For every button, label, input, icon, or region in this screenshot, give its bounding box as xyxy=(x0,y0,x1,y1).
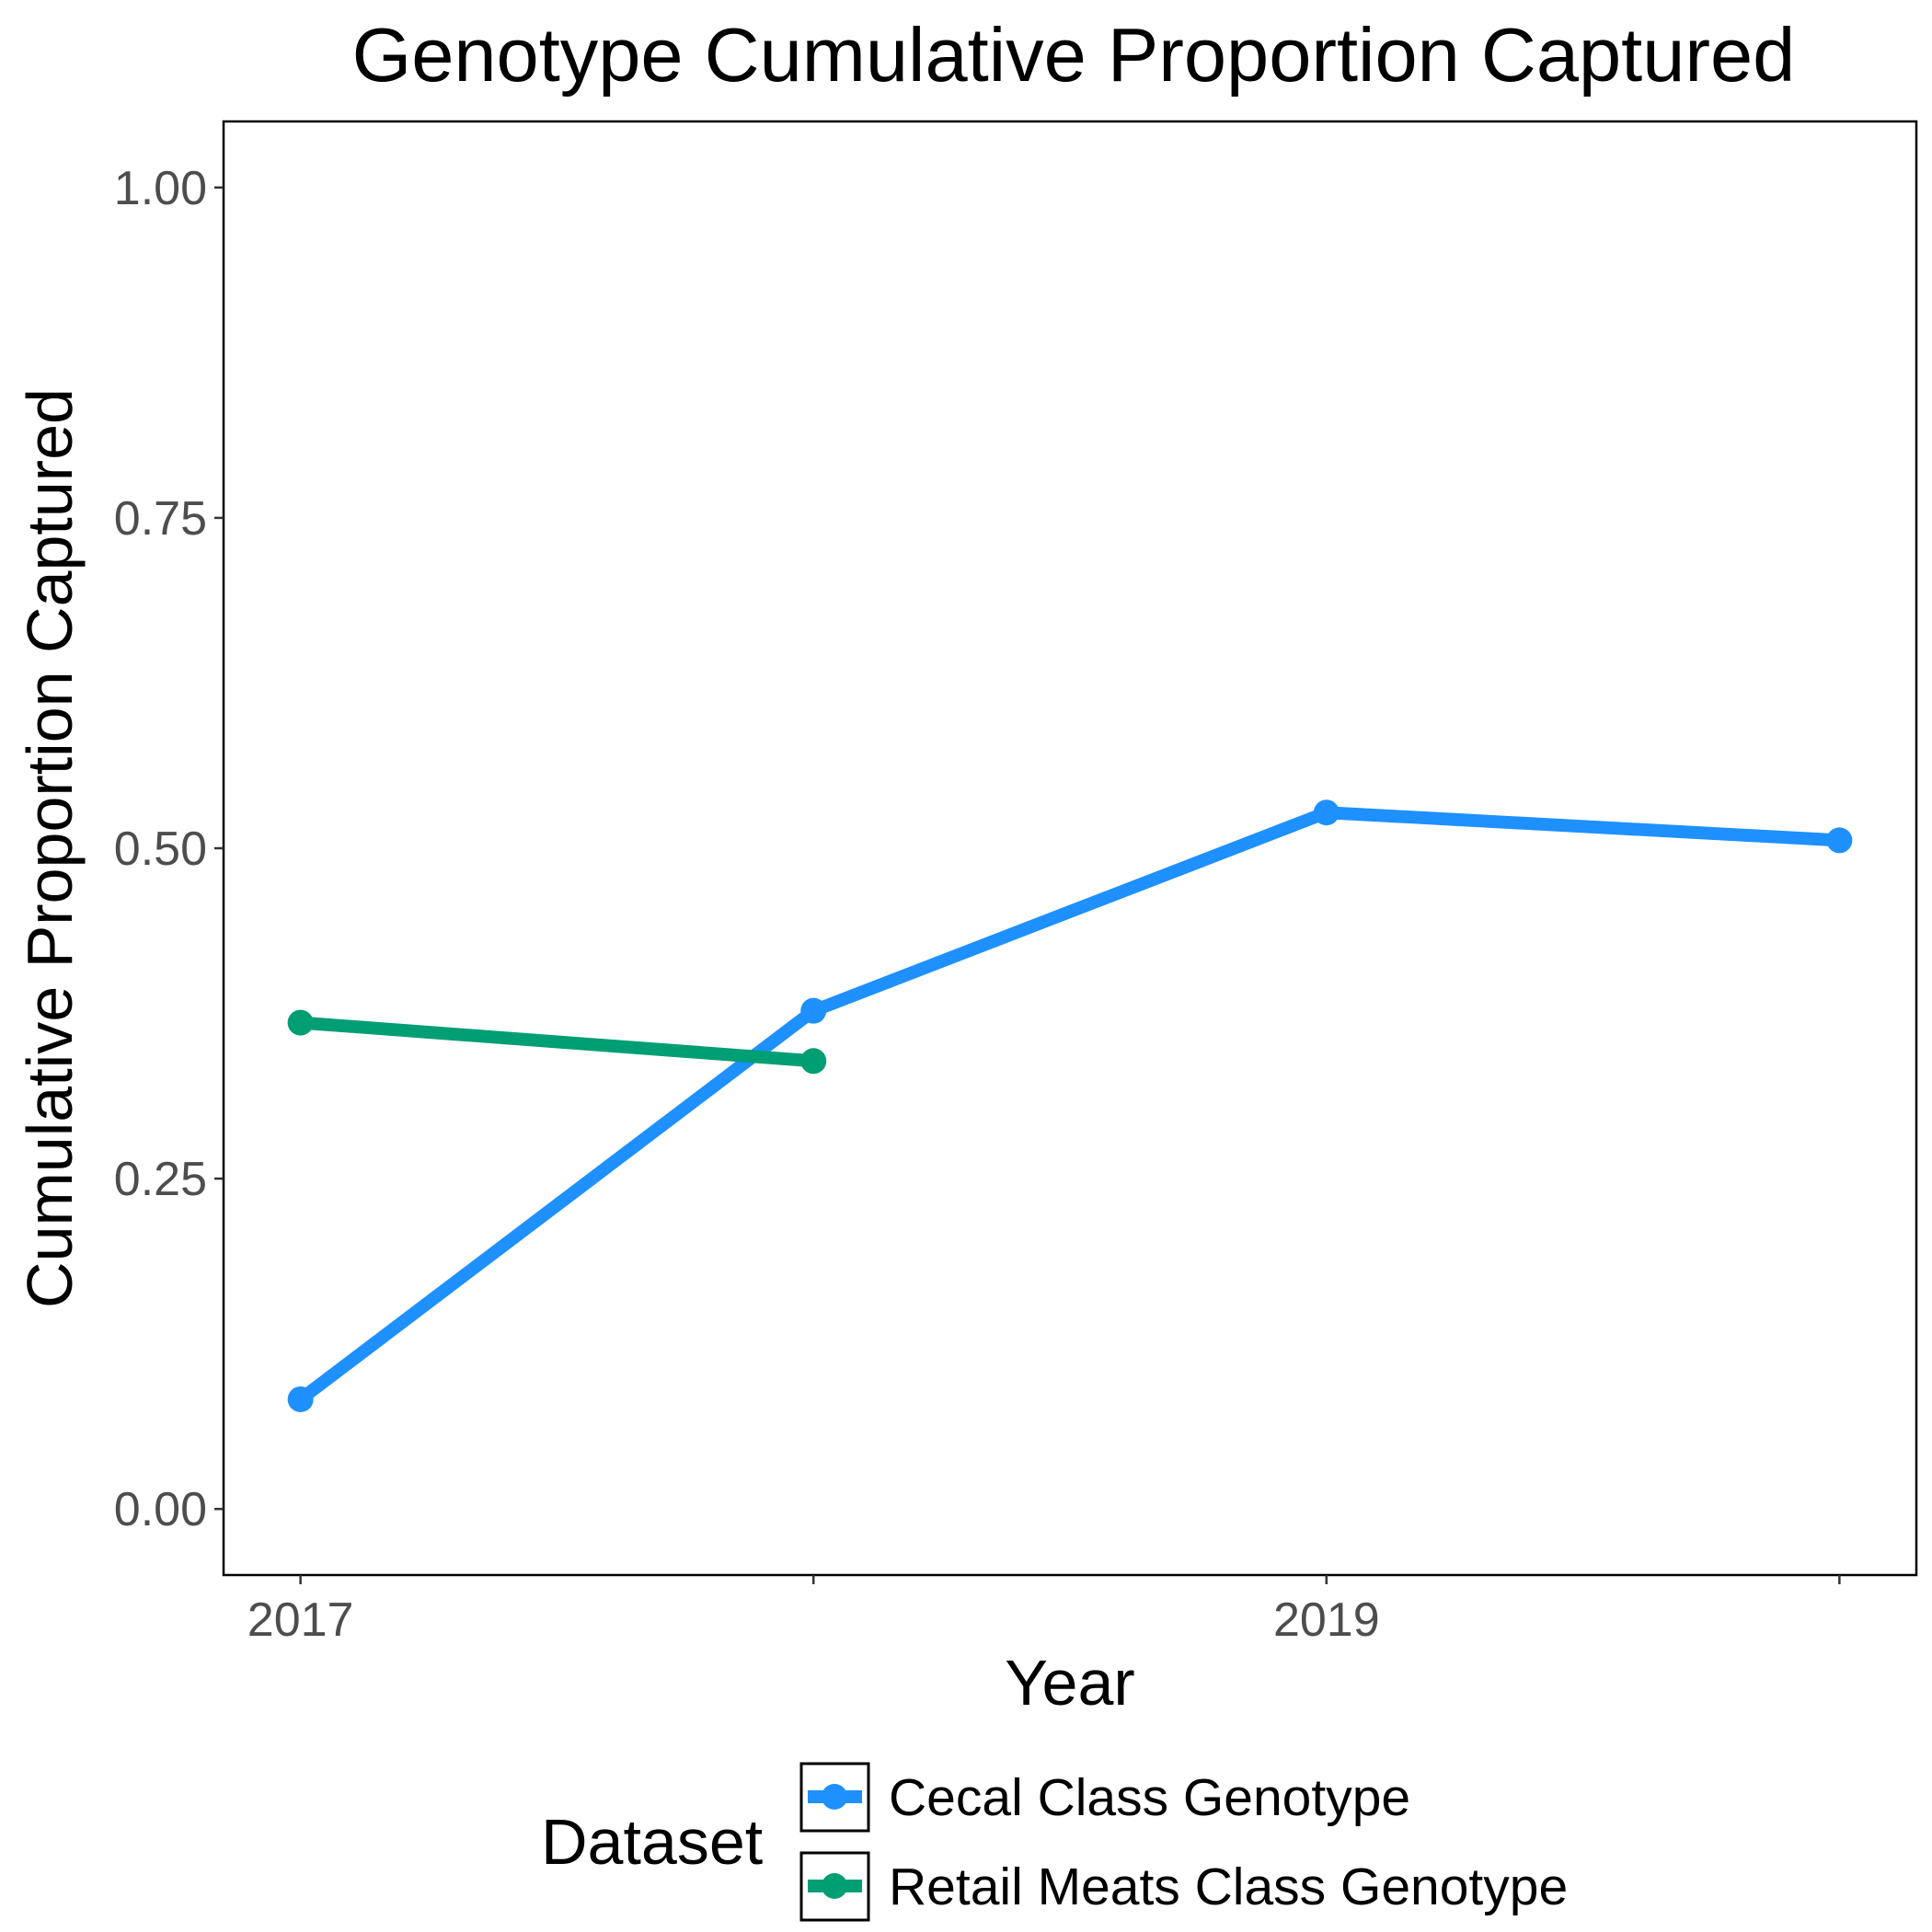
legend-label: Retail Meats Class Genotype xyxy=(889,1857,1568,1916)
y-tick-label: 0.75 xyxy=(114,492,207,546)
chart-title: Genotype Cumulative Proportion Captured xyxy=(352,12,1796,98)
y-tick-label: 0.00 xyxy=(114,1483,207,1536)
y-tick-label: 1.00 xyxy=(114,162,207,215)
y-tick-label: 0.50 xyxy=(114,822,207,876)
legend-key-point xyxy=(822,1784,847,1810)
y-axis-title: Cumulative Proportion Captured xyxy=(14,388,86,1308)
y-axis: 0.00 0.25 0.50 0.75 1.00 xyxy=(114,162,224,1536)
data-point xyxy=(800,997,827,1024)
series-line-1 xyxy=(300,1016,814,1068)
x-tick-label: 2017 xyxy=(247,1593,354,1647)
legend: Dataset Cecal Class Genotype Retail Meats… xyxy=(541,1762,1568,1922)
data-point xyxy=(800,1048,827,1075)
data-point xyxy=(287,1386,314,1412)
y-tick-label: 0.25 xyxy=(114,1153,207,1206)
series-layer xyxy=(287,799,1853,1412)
data-point xyxy=(1313,799,1340,826)
legend-title: Dataset xyxy=(541,1806,763,1878)
legend-key-point xyxy=(822,1873,847,1899)
x-axis: 2017 2019 xyxy=(247,1575,1841,1647)
x-tick-label: 2019 xyxy=(1273,1593,1380,1647)
plot-panel xyxy=(222,120,1918,1577)
legend-label: Cecal Class Genotype xyxy=(889,1768,1410,1827)
data-point xyxy=(1826,827,1853,854)
series-line-0 xyxy=(296,806,1840,1405)
x-axis-title: Year xyxy=(1005,1647,1134,1719)
legend-items: Cecal Class Genotype Retail Meats Class G… xyxy=(799,1762,1568,1922)
data-point xyxy=(287,1009,314,1036)
